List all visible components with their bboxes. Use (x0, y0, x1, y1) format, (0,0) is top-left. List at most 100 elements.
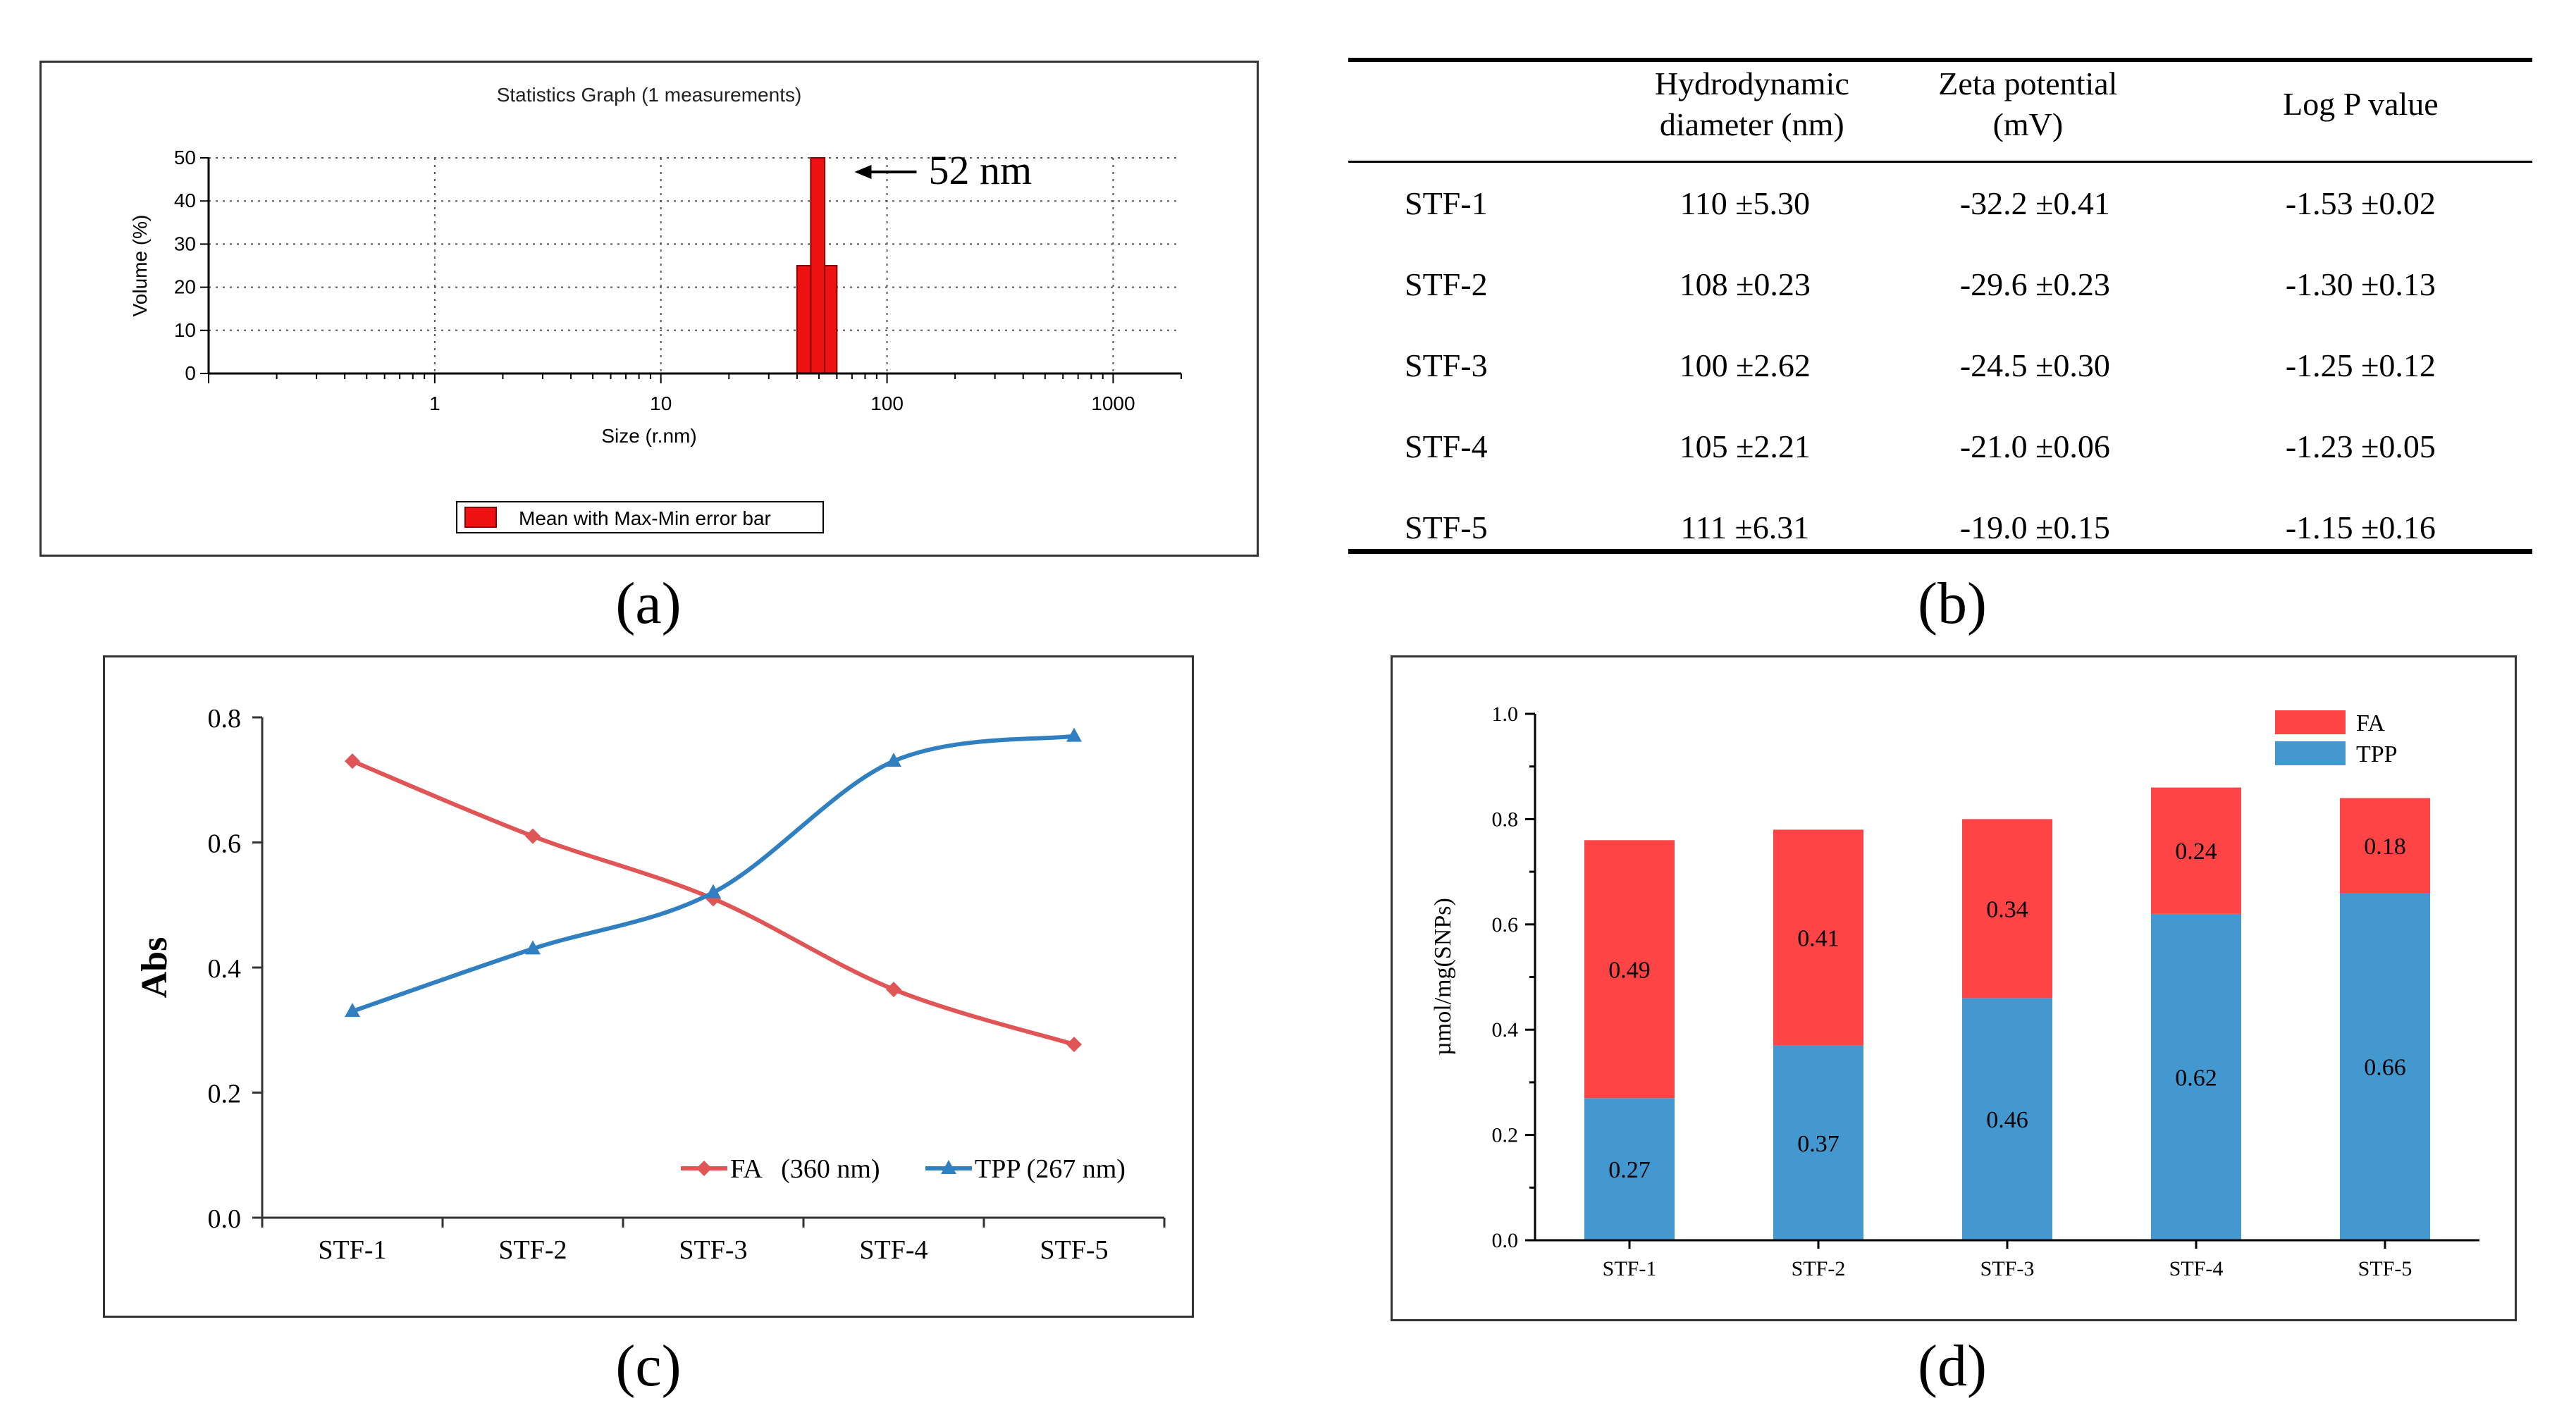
chart-a-x-tick-label: 1 (429, 393, 440, 414)
chart-c-x-tick-label: STF-1 (318, 1235, 386, 1265)
chart-c-point (705, 884, 721, 898)
chart-d-y-tick-label: 0.4 (1492, 1018, 1519, 1042)
chart-d-data-label: 0.34 (1986, 896, 2028, 922)
chart-d-bar-segment (1962, 819, 2052, 999)
chart-c-y-tick-label: 0.6 (208, 829, 242, 859)
chart-c-series-line (352, 734, 1075, 1013)
chart-a-title: Statistics Graph (1 measurements) (497, 84, 802, 106)
table-cell: -19.0 ±0.15 (1959, 509, 2110, 545)
chart-a-annotation-arrowhead (854, 165, 872, 179)
properties-table: Hydrodynamic diameter (nm) Zeta potentia… (1348, 59, 2532, 568)
chart-a-x-axis-label: Size (r.nm) (601, 425, 696, 447)
panel-d-caption: (d) (1918, 1333, 1987, 1399)
chart-d-data-label: 0.49 (1608, 957, 1651, 983)
chart-d-data-label: 0.62 (2175, 1065, 2217, 1091)
chart-d-legend-swatch (2275, 710, 2346, 734)
table-row: STF-3 100 ±2.62 -24.5 ±0.30 -1.25 ±0.12 (1348, 325, 2532, 406)
chart-c-legend-marker (696, 1161, 712, 1176)
chart-d-data-label: 0.46 (1986, 1107, 2028, 1133)
table-cell: -1.53 ±0.02 (2285, 185, 2436, 221)
table-cell: -1.25 ±0.12 (2285, 347, 2436, 383)
chart-d-x-tick-label: STF-5 (2358, 1257, 2412, 1280)
chart-d-data-label: 0.37 (1797, 1131, 1839, 1157)
chart-c-point (1066, 727, 1082, 742)
table-row: STF-5 111 ±6.31 -19.0 ±0.15 -1.15 ±0.16 (1348, 487, 2532, 568)
table-cell: -1.23 ±0.05 (2285, 428, 2436, 464)
table-header-cell (1348, 59, 1609, 163)
chart-d-legend-swatch (2275, 741, 2346, 765)
chart-a-y-tick-label: 0 (185, 362, 196, 384)
chart-c-legend-marker (941, 1160, 956, 1174)
chart-d-x-tick-label: STF-4 (2169, 1257, 2224, 1280)
chart-c-point (1066, 1037, 1082, 1053)
chart-a-bar (796, 265, 812, 374)
chart-a-y-tick-label: 50 (174, 147, 196, 168)
chart-d-y-tick-label: 0.2 (1492, 1124, 1519, 1147)
chart-c-point (886, 753, 901, 767)
table-row-label: STF-5 (1405, 509, 1488, 545)
chart-d-x-tick-label: STF-2 (1792, 1257, 1846, 1280)
table-header-cell: Log P value (2188, 59, 2532, 163)
chart-a-x-tick-label: 10 (650, 393, 672, 414)
panel-c-frame (103, 655, 1194, 1318)
chart-d-data-label: 0.18 (2364, 834, 2406, 860)
chart-a-y-axis-label: Volume (%) (129, 215, 151, 317)
table-cell: -1.30 ±0.13 (2285, 266, 2436, 302)
table-cell: 108 ±0.23 (1679, 266, 1811, 302)
chart-d-y-axis-label: µmol/mg(SNPs) (1430, 898, 1456, 1056)
chart-d-data-label: 0.41 (1797, 925, 1839, 951)
table-header-row: Hydrodynamic diameter (nm) Zeta potentia… (1348, 59, 2532, 163)
chart-d-bar-segment (1584, 1098, 1675, 1240)
table-cell: 110 ±5.30 (1680, 185, 1811, 221)
chart-d-bar-segment (2340, 892, 2430, 1240)
table-cell: 100 ±2.62 (1679, 347, 1811, 383)
table-cell: -1.15 ±0.16 (2285, 509, 2436, 545)
chart-a-x-tick-label: 1000 (1091, 393, 1135, 414)
table-row: STF-4 105 ±2.21 -21.0 ±0.06 -1.23 ±0.05 (1348, 406, 2532, 487)
chart-a-x-tick-label: 100 (870, 393, 904, 414)
table-row: STF-2 108 ±0.23 -29.6 ±0.23 -1.30 ±0.13 (1348, 244, 2532, 325)
chart-c-y-axis-label: Abs (135, 937, 175, 999)
chart-d-bar-segment (1962, 998, 2052, 1240)
chart-a-y-tick-label: 20 (174, 276, 196, 298)
panel-c-caption: (c) (615, 1333, 682, 1399)
chart-c-point (525, 940, 541, 955)
chart-d-bar-segment (2340, 798, 2430, 893)
chart-c-y-tick-label: 0.0 (208, 1204, 242, 1234)
chart-c-legend-label: FA (360 nm) (730, 1154, 880, 1184)
chart-c-x-tick-label: STF-2 (498, 1235, 567, 1265)
panel-a-caption: (a) (615, 571, 682, 636)
chart-d-bar-segment (1773, 1045, 1863, 1240)
chart-d-data-label: 0.24 (2175, 839, 2217, 865)
chart-d-bar-segment (2151, 913, 2241, 1240)
chart-d-y-tick-label: 0.0 (1492, 1229, 1519, 1252)
chart-c-x-tick-label: STF-3 (679, 1235, 747, 1265)
chart-a-bar (810, 157, 826, 374)
chart-c-point (886, 982, 901, 998)
panel-a-frame (39, 61, 1259, 557)
panel-a-chart: Statistics Graph (1 measurements) 0 10 20 30… (129, 84, 1182, 533)
chart-d-y-tick-label: 0.6 (1492, 913, 1519, 937)
table-cell: -32.2 ±0.41 (1959, 185, 2110, 221)
chart-c-x-tick-label: STF-5 (1040, 1235, 1108, 1265)
table-row-label: STF-2 (1405, 266, 1488, 302)
table-cell: 105 ±2.21 (1679, 428, 1811, 464)
panel-d-frame (1391, 655, 2517, 1321)
table-cell: 111 ±6.31 (1680, 509, 1810, 545)
chart-c-point (525, 828, 541, 844)
chart-d-bar-segment (2151, 787, 2241, 914)
chart-a-legend-swatch (464, 507, 497, 528)
chart-a-y-tick-label: 30 (174, 233, 196, 254)
table-row-label: STF-3 (1405, 347, 1488, 383)
chart-d-y-tick-label: 1.0 (1492, 703, 1519, 726)
chart-c-x-tick-label: STF-4 (859, 1235, 928, 1265)
table-cell: -29.6 ±0.23 (1959, 266, 2110, 302)
chart-a-y-tick-label: 10 (174, 319, 196, 341)
chart-d-bar-segment (1584, 840, 1675, 1099)
panel-c-chart: 0.0 0.2 0.4 0.6 0.8 STF-1 STF-2 STF-3 STF-4 STF-5… (135, 704, 1166, 1265)
table-bottom-rule (1348, 549, 2532, 554)
chart-a-annotation: 52 nm (928, 147, 1032, 193)
table-row-label: STF-4 (1405, 428, 1488, 464)
chart-d-bar-segment (1773, 829, 1863, 1046)
table-row: STF-1 110 ±5.30 -32.2 ±0.41 -1.53 ±0.02 (1348, 162, 2532, 245)
